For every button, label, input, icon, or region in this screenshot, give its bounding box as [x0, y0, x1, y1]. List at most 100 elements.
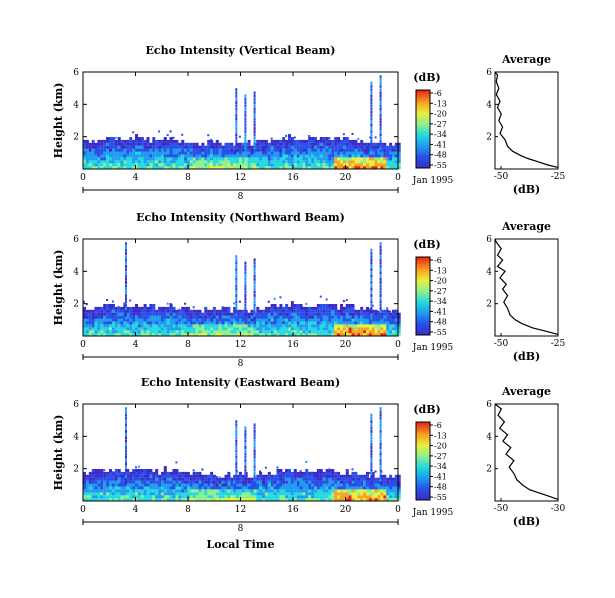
heatmap-cell	[140, 137, 143, 140]
heatmap-cell	[163, 474, 167, 478]
heatmap-cell	[189, 157, 193, 161]
heatmap-cell	[370, 465, 373, 469]
heatmap-cell	[370, 136, 373, 140]
heatmap-cell	[389, 321, 393, 325]
heatmap-cell	[221, 154, 225, 158]
heatmap-cell	[379, 261, 382, 265]
heatmap-cell	[276, 139, 280, 143]
heatmap-cell	[331, 480, 335, 484]
heatmap-cell	[305, 151, 309, 155]
heatmap-cell	[120, 483, 124, 487]
heatmap-cell	[129, 327, 133, 331]
heatmap-cell	[305, 492, 309, 496]
heatmap-cell	[114, 139, 118, 143]
heatmap-cell	[296, 142, 300, 146]
heatmap-cell	[175, 461, 178, 464]
heatmap-cell	[340, 312, 343, 316]
heatmap-cell	[302, 306, 306, 310]
heatmap-cell	[250, 483, 254, 487]
heatmap-cell	[140, 492, 144, 496]
heatmap-cell	[83, 315, 86, 319]
heatmap-cell	[163, 327, 167, 331]
heatmap-cell	[97, 315, 101, 319]
heatmap-cell	[218, 489, 222, 493]
heatmap-cell	[247, 166, 251, 170]
heatmap-cell	[172, 471, 176, 475]
colorbar-tick-label: -55	[434, 161, 447, 170]
heatmap-cell	[125, 436, 127, 440]
heatmap-cell	[293, 321, 297, 325]
heatmap-cell	[293, 330, 297, 334]
heatmap-cell	[256, 498, 260, 502]
heatmap-cell	[345, 333, 349, 337]
heatmap-cell	[155, 324, 159, 328]
heatmap-cell	[259, 163, 263, 167]
heatmap-cell	[129, 483, 133, 487]
heatmap-cell	[351, 486, 355, 490]
heatmap-cell	[181, 160, 185, 164]
heatmap-cell	[129, 137, 133, 140]
heatmap-cell	[354, 312, 358, 316]
heatmap-cell	[288, 324, 291, 328]
heatmap-cell	[114, 324, 118, 328]
heatmap-cell	[299, 157, 303, 161]
heatmap-cell	[397, 498, 401, 502]
heatmap-cell	[215, 483, 219, 487]
heatmap-cell	[282, 321, 286, 325]
heatmap-cell	[345, 483, 349, 487]
heatmap-cell	[342, 480, 346, 484]
heatmap-cell	[186, 480, 190, 484]
profile-x-tick-label: -50	[494, 339, 509, 349]
heatmap-cell	[302, 492, 306, 496]
heatmap-cell	[236, 318, 239, 322]
heatmap-cell	[348, 163, 352, 167]
heatmap-cell	[224, 327, 228, 331]
heatmap-cells	[83, 242, 401, 337]
heatmap-cell	[319, 166, 323, 170]
heatmap-cell	[285, 483, 289, 487]
heatmap-cell	[371, 145, 375, 149]
heatmap-cell	[247, 480, 251, 484]
heatmap-cell	[250, 154, 254, 158]
heatmap-cell	[273, 477, 277, 481]
heatmap-cell	[149, 166, 153, 170]
heatmap-cell	[233, 151, 237, 155]
heatmap-cell	[374, 489, 378, 493]
heatmap-cell	[379, 471, 382, 475]
heatmap-cell	[314, 306, 317, 310]
heatmap-cell	[178, 308, 181, 311]
heatmap-cell	[85, 139, 89, 143]
heatmap-cell	[230, 327, 234, 331]
heatmap-cell	[114, 330, 118, 334]
heatmap-cell	[308, 312, 312, 316]
heatmap-cell	[146, 157, 150, 161]
heatmap-cell	[337, 137, 341, 140]
heatmap-cell	[288, 477, 291, 481]
heatmap-cell	[296, 154, 300, 158]
heatmap-cell	[181, 145, 185, 149]
heatmap-cell	[201, 318, 205, 322]
heatmap-cell	[348, 495, 352, 499]
heatmap-cell	[178, 498, 182, 502]
heatmap-cell	[155, 148, 159, 152]
heatmap-cell	[192, 330, 196, 334]
heatmap-cell	[181, 486, 185, 490]
heatmap-cell	[247, 145, 251, 149]
heatmap-cell	[380, 318, 384, 322]
heatmap-cell	[192, 489, 196, 493]
heatmap-cell	[117, 480, 121, 484]
heatmap-cell	[227, 160, 231, 164]
heatmap-cell	[253, 133, 256, 137]
heatmap-cell	[94, 145, 98, 149]
heatmap-cell	[285, 163, 289, 167]
heatmap-cell	[247, 142, 251, 146]
heatmap-cell	[143, 142, 147, 146]
heatmap-cell	[140, 489, 144, 493]
heatmap-cell	[380, 489, 384, 493]
heatmap-cell	[311, 306, 315, 310]
heatmap-cell	[302, 498, 306, 502]
heatmap-cell	[91, 148, 95, 152]
heatmap-cell	[137, 309, 141, 313]
heatmap-cell	[233, 477, 237, 481]
heatmap-cell	[253, 330, 257, 334]
